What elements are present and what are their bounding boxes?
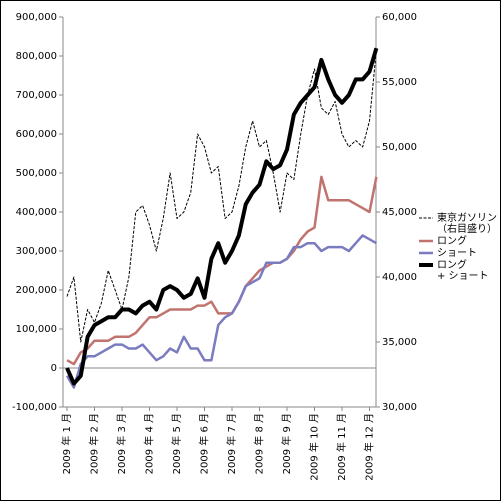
y2-tick-label: 50,000 [382, 142, 417, 153]
y2-tick-label: 40,000 [382, 272, 417, 283]
y2-tick-label: 30,000 [382, 402, 417, 413]
series-line [66, 175, 378, 366]
y2-tick-label: 45,000 [382, 207, 417, 218]
y-tick-label: 300,000 [16, 246, 57, 257]
series-line [66, 49, 377, 343]
x-tick-label: 2009 年 12 月 [363, 413, 376, 481]
y-tick-label: 700,000 [16, 90, 57, 101]
x-tick-label: 2009 年 6 月 [198, 413, 211, 474]
x-tick-label: 2009 年 2 月 [88, 413, 101, 474]
y-tick-label: 500,000 [16, 168, 57, 179]
y2-tick-label: 55,000 [382, 77, 417, 88]
x-tick-label: 2009 年 7 月 [225, 413, 238, 474]
y-tick-label: 900,000 [16, 12, 57, 23]
x-tick-label: 2009 年 9 月 [280, 413, 293, 474]
y-tick-label: 0 [51, 363, 57, 374]
y-tick-label: 100,000 [16, 324, 57, 335]
x-tick-label: 2009 年 5 月 [170, 413, 183, 474]
series-line [65, 47, 379, 386]
x-tick-label: 2009 年 4 月 [143, 413, 156, 474]
x-tick-label: 2009 年 1 月 [60, 413, 73, 474]
legend-label: 東京ガソリン （右目盛り） [437, 213, 497, 235]
y-tick-label: -100,000 [12, 402, 57, 413]
legend-label: ショート [437, 248, 477, 259]
x-tick-label: 2009 年 11 月 [335, 413, 348, 481]
y-tick-label: 400,000 [16, 207, 57, 218]
y-tick-label: 200,000 [16, 285, 57, 296]
legend-label: ロング + ショート [437, 260, 489, 282]
legend-label: ロング [437, 236, 467, 247]
y-tick-label: 600,000 [16, 129, 57, 140]
y2-tick-label: 60,000 [382, 12, 417, 23]
x-tick-label: 2009 年 8 月 [253, 413, 266, 474]
y2-tick-label: 35,000 [382, 337, 417, 348]
series-line [65, 234, 377, 389]
x-tick-label: 2009 年 10 月 [308, 413, 321, 481]
x-tick-label: 2009 年 3 月 [115, 413, 128, 474]
y-tick-label: 800,000 [16, 51, 57, 62]
